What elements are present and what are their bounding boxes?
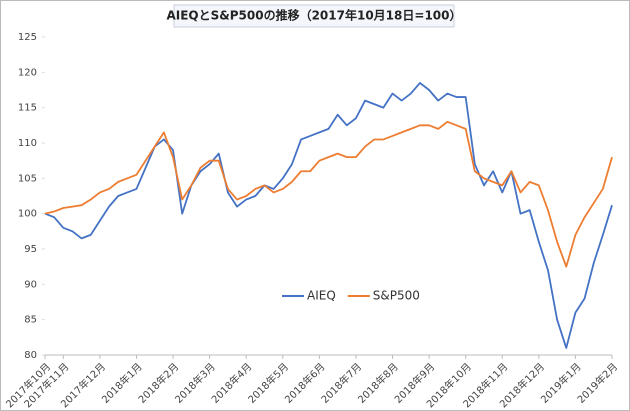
title-box bbox=[173, 4, 455, 28]
y-tick-label: 100 bbox=[18, 209, 37, 220]
line-series bbox=[44, 120, 613, 268]
y-tick-label: 95 bbox=[24, 244, 37, 255]
y-tick-label: 120 bbox=[18, 67, 37, 78]
y-tick-label: 125 bbox=[18, 32, 37, 43]
legend-label: S&P500 bbox=[373, 289, 420, 303]
y-tick-label: 110 bbox=[18, 138, 37, 149]
y-tick-label: 80 bbox=[24, 350, 37, 361]
line-series bbox=[44, 82, 613, 349]
legend-label: AIEQ bbox=[307, 289, 336, 303]
y-tick-label: 115 bbox=[18, 103, 37, 114]
chart-title: AIEQとS&P500の推移（2017年10月18日=100） bbox=[166, 8, 461, 23]
y-tick-label: 90 bbox=[24, 279, 37, 290]
y-tick-label: 105 bbox=[18, 173, 37, 184]
y-tick-label: 85 bbox=[24, 315, 37, 326]
